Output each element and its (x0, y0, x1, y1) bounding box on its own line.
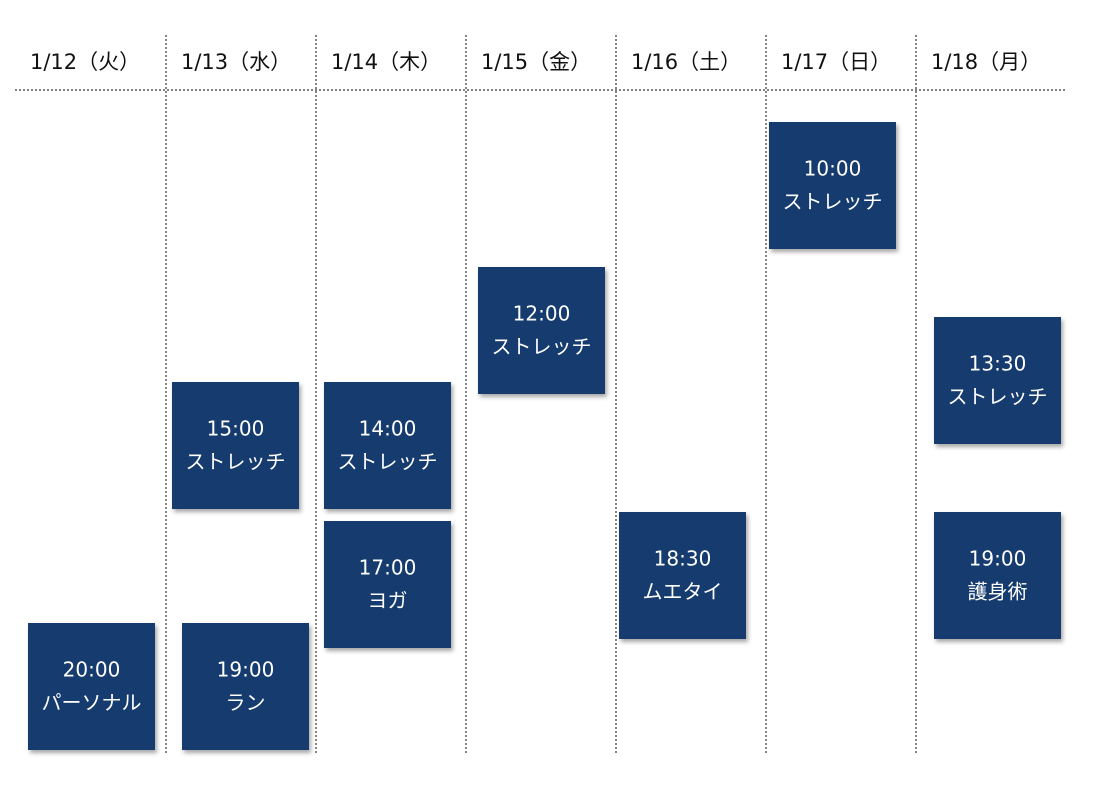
event-label: ストレッチ (186, 450, 286, 474)
event-box (324, 521, 451, 648)
event-time: 19:00 (217, 658, 275, 682)
event-time: 10:00 (804, 157, 862, 181)
event-time: 14:00 (359, 417, 417, 441)
event-box (478, 267, 605, 394)
event-label: ストレッチ (948, 385, 1048, 409)
day-header: 1/12（火） (30, 50, 140, 74)
event-time: 13:30 (969, 352, 1027, 376)
event-box (934, 317, 1061, 444)
event-label: ラン (226, 691, 266, 715)
event-label: 護身術 (968, 580, 1028, 604)
event-label: ムエタイ (643, 580, 723, 604)
event-box (324, 382, 451, 509)
event-label: ストレッチ (338, 450, 438, 474)
day-header: 1/17（日） (781, 50, 891, 74)
day-header: 1/15（金） (481, 50, 591, 74)
event-label: ストレッチ (492, 335, 592, 359)
event-box (28, 623, 155, 750)
day-header: 1/18（月） (931, 50, 1041, 74)
event-box (172, 382, 299, 509)
event-box (769, 122, 896, 249)
event-label: ストレッチ (783, 190, 883, 214)
event-label: パーソナル (42, 691, 142, 715)
event-time: 19:00 (969, 547, 1027, 571)
event-time: 20:00 (63, 658, 121, 682)
day-header: 1/13（水） (181, 50, 291, 74)
event-box (619, 512, 746, 639)
day-header: 1/14（木） (331, 50, 441, 74)
event-label: ヨガ (368, 589, 408, 613)
event-time: 18:30 (654, 547, 712, 571)
event-box (182, 623, 309, 750)
event-time: 15:00 (207, 417, 265, 441)
day-header: 1/16（土） (631, 50, 741, 74)
event-box (934, 512, 1061, 639)
event-time: 17:00 (359, 556, 417, 580)
event-time: 12:00 (513, 302, 571, 326)
